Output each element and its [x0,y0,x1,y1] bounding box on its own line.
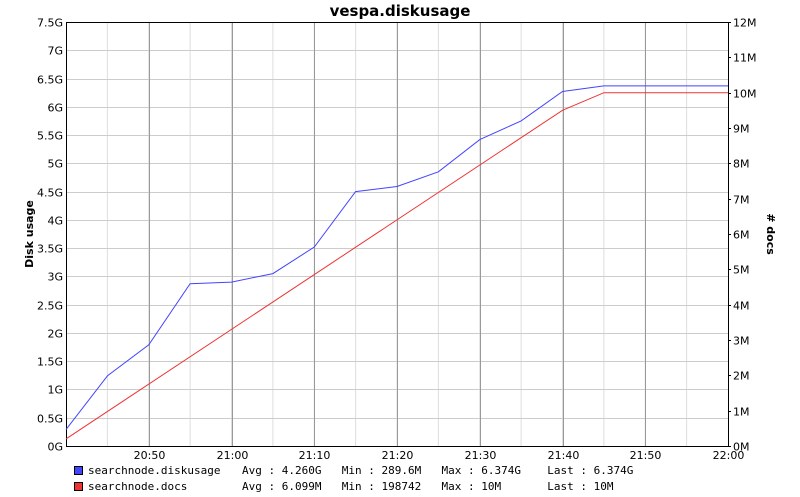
legend-avg-label: Avg : [242,479,276,493]
legend-max-value: 10M [481,479,502,493]
y-left-tick-label: 6G [47,102,63,115]
legend-min-label: Min : [341,479,375,493]
y-left-tick-label: 4G [47,215,63,228]
y-right-tick-label: 11M [733,52,757,65]
y-left-tick-label: 1G [47,384,63,397]
legend-max-label: Max : [441,463,475,477]
legend-series-name: searchnode.diskusage [88,463,221,477]
y-left-tick-label: 4.5G [37,187,63,200]
legend-avg-label: Avg : [242,463,276,477]
y-left-tick-label: 1.5G [37,356,63,369]
x-tick-label: 21:10 [299,449,331,462]
x-tick-label: 20:50 [134,449,166,462]
y-right-tick-label: 7M [733,194,750,207]
y-right-tick-label: 0M [733,441,750,454]
legend-max-label: Max : [441,479,475,493]
legend: searchnode.diskusage Avg : 4.260G Min : … [74,462,633,494]
legend-avg-value: 4.260G [281,463,322,477]
legend-series-name: searchnode.docs [88,479,188,493]
y-left-tick-label: 7.5G [37,17,63,30]
y-left-tick-label: 0G [47,441,63,454]
y-right-tick-label: 9M [733,123,750,136]
axes: 0G 0.5G 1G 1.5G 2G 2.5G 3G 3.5G 4G 4.5G 5G 5.5G 6G 6.… [37,17,757,463]
chart-title: vespa.diskusage [329,2,471,20]
legend-avg-value: 6.099M [281,479,322,493]
y-right-tick-label: 4M [733,300,750,313]
legend-min-value: 289.6M [381,463,422,477]
y-left-tick-label: 2G [47,328,63,341]
y-left-tick-label: 3G [47,271,63,284]
y-left-tick-label: 0.5G [37,413,63,426]
y-left-tick-label: 6.5G [37,74,63,87]
legend-min-label: Min : [341,463,375,477]
y-right-tick-label: 6M [733,229,750,242]
y-axis-label-left: Disk usage [23,200,36,268]
legend-row-diskusage: searchnode.diskusage Avg : 4.260G Min : … [74,462,633,478]
y-left-tick-label: 3.5G [37,243,63,256]
y-right-tick-label: 10M [733,88,757,101]
legend-max-value: 6.374G [481,463,521,477]
series-line-searchnode-docs [65,92,728,440]
x-tick-label: 21:30 [465,449,497,462]
series-line-searchnode-diskusage [65,85,728,430]
y-left-tick-label: 7G [47,45,63,58]
y-right-tick-label: 12M [733,17,757,30]
y-right-tick-label: 5M [733,264,750,277]
x-tick-label: 22:00 [713,449,745,462]
y-right-tick-label: 2M [733,370,750,383]
legend-last-value: 10M [593,479,614,493]
x-tick-label: 21:50 [630,449,662,462]
legend-swatch-docs [74,481,83,491]
y-left-tick-label: 5G [47,158,63,171]
y-right-tick-label: 1M [733,406,750,419]
series-lines [65,85,728,440]
legend-min-value: 198742 [381,479,422,493]
y-axis-label-right: # docs [764,213,777,255]
legend-last-label: Last : [547,479,587,493]
x-tick-label: 21:20 [382,449,414,462]
legend-row-docs: searchnode.docs Avg : 6.099M Min : 19874… [74,478,633,494]
plot-frame [66,22,729,447]
x-tick-label: 21:40 [548,449,580,462]
y-right-tick-label: 8M [733,158,750,171]
legend-last-label: Last : [547,463,587,477]
legend-last-value: 6.374G [593,463,634,477]
y-left-tick-label: 5.5G [37,130,63,143]
legend-swatch-diskusage [74,465,83,475]
y-right-tick-label: 3M [733,335,750,348]
y-left-tick-label: 2.5G [37,300,63,313]
x-tick-label: 21:00 [217,449,249,462]
